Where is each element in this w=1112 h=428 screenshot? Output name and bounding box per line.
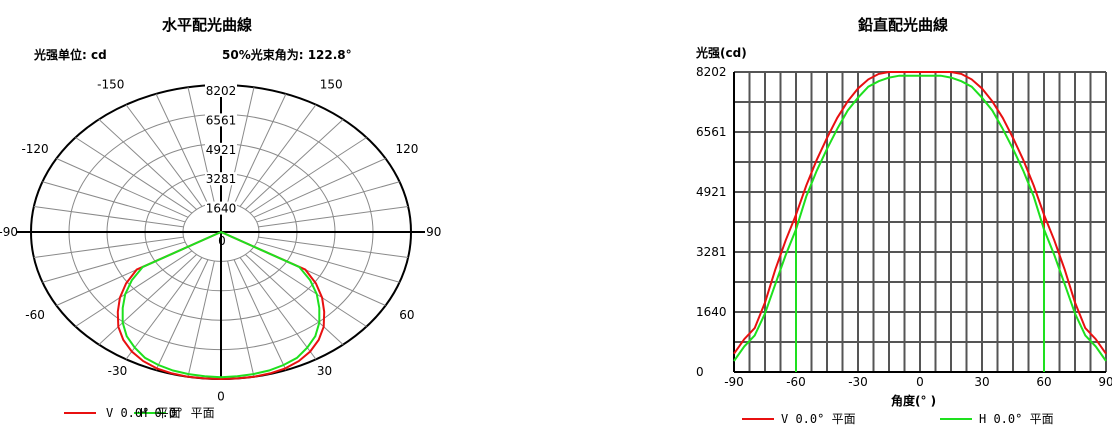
polar-angle-label: 120 [395,142,418,156]
x-tick-label: -60 [786,375,806,389]
polar-angle-label: 90 [426,225,441,239]
radial-tick-label: 6561 [206,113,237,127]
polar-angle-label: -150 [97,77,124,91]
polar-spoke [125,257,203,360]
radial-tick-label: 4921 [206,143,237,157]
polar-angle-label: -60 [25,308,45,322]
line-legend-label: H 0.0° 平面 [979,412,1054,426]
beam-angle-label: 50%光束角为: 122.8° [222,48,352,62]
polar-spoke [42,241,186,283]
polar-spoke [75,137,193,214]
polar-legend-label: V 0.0° 平面 [106,406,181,420]
polar-angle-label: 30 [317,364,332,378]
x-tick-label: 90 [1098,375,1112,389]
polar-angle-label: 60 [399,308,414,322]
radial-label-bg [205,113,237,127]
radial-tick-label: 1640 [206,202,237,216]
polar-angle-label: 0 [217,390,225,404]
polar-spoke [233,93,287,205]
polar-spoke [233,259,287,371]
x-axis-label: 角度(° ) [891,394,937,408]
polar-spoke [125,104,203,207]
polar-spoke [98,254,197,345]
y-tick-label: 0 [696,365,704,379]
line-chart-title: 鉛直配光曲線 [858,16,949,34]
line-legend-label: V 0.0° 平面 [781,412,856,426]
y-tick-label: 3281 [696,245,727,259]
polar-angle-label: -90 [0,225,18,239]
polar-spoke [98,119,197,210]
polar-spoke [155,93,209,205]
polar-spoke [256,181,400,223]
radial-label-bg [205,84,237,97]
polar-angle-label: -120 [21,142,48,156]
y-tick-label: 4921 [696,185,727,199]
radial-tick-label: 8202 [206,84,237,98]
polar-spoke [239,257,317,360]
polar-spoke [253,158,386,218]
radial-tick-label: 3281 [206,172,237,186]
x-tick-label: 60 [1036,375,1051,389]
polar-spoke [258,236,409,259]
polar-spoke [42,181,186,223]
polar-legend-label: H 0.0° 平面 [140,406,215,420]
y-tick-label: 1640 [696,305,727,319]
polar-spoke [227,260,255,377]
polar-spoke [245,254,344,345]
x-tick-label: 0 [916,375,924,389]
polar-chart-title: 水平配光曲線 [162,16,253,34]
y-axis-label: 光强(cd) [696,46,747,60]
polar-spoke [245,119,344,210]
y-tick-label: 8202 [696,65,727,79]
polar-spoke [187,260,215,377]
polar-spoke [33,236,184,259]
polar-angle-label: -30 [108,364,128,378]
polar-angle-label: 150 [320,77,343,91]
polar-spoke [249,250,367,327]
polar-spoke [155,259,209,371]
polar-spoke [256,241,400,283]
polar-spoke [75,250,193,327]
polar-spoke [33,205,184,228]
y-tick-label: 6561 [696,125,727,139]
polar-spoke [56,158,189,218]
unit-label: 光强单位: cd [34,48,107,62]
radial-label-bg [205,142,237,156]
polar-spoke [249,137,367,214]
polar-spoke [239,104,317,207]
x-tick-label: 30 [974,375,989,389]
x-tick-label: -90 [724,375,744,389]
polar-spoke [258,205,409,228]
x-tick-label: -30 [848,375,868,389]
radial-label-bg [205,201,237,215]
polar-center-label: 0 [218,234,226,248]
radial-label-bg [205,172,237,186]
